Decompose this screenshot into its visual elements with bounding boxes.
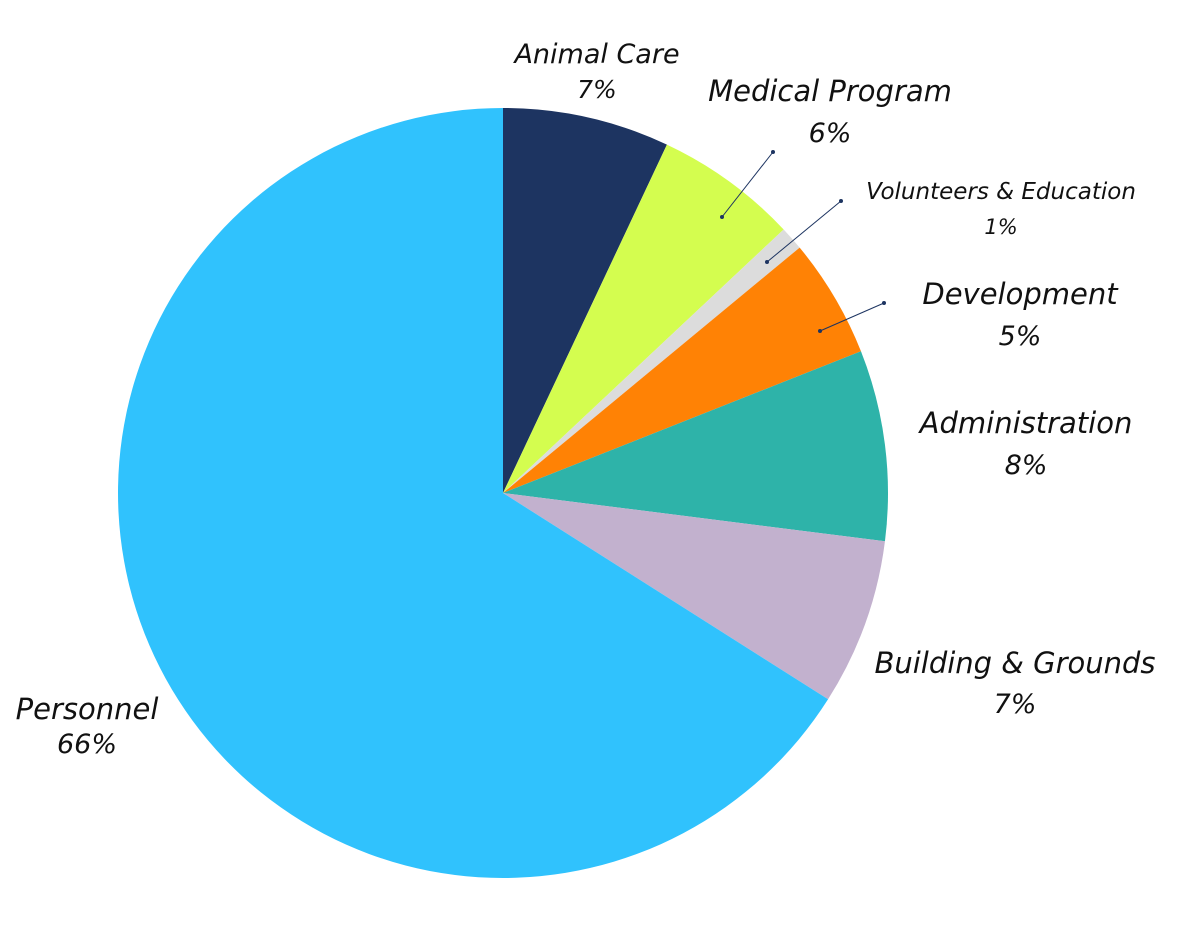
pie-slice-building-and-grounds [503,493,885,700]
leader-line-medical-program [721,151,774,218]
leader-dot-development-end [818,329,822,333]
leader-dot-volunteers-and-education-start [839,199,843,203]
slice-value-development: 5% [999,321,1042,352]
pie-slice-personnel [118,108,829,878]
leader-lines [720,150,886,333]
leader-dot-development-start [882,301,886,305]
slice-value-medical-program: 6% [809,118,852,149]
slice-label-medical-program: Medical Program [708,74,952,108]
slice-value-building-and-grounds: 7% [994,689,1037,720]
leader-dot-medical-program-end [720,215,724,219]
slice-label-animal-care: Animal Care [512,39,679,70]
slice-value-administration: 8% [1005,450,1048,481]
leader-line-development [819,302,885,332]
slice-label-volunteers-and-education: Volunteers & Education [866,179,1136,205]
slice-label-administration: Administration [918,406,1133,440]
pie-slice-administration [503,351,888,542]
slice-value-personnel: 66% [57,729,117,760]
slice-label-development: Development [922,277,1119,311]
slice-labels: Animal Care 7% Medical Program 6% Volunteers… [16,39,1156,760]
slice-label-personnel: Personnel [16,692,159,726]
pie-slices [118,108,888,878]
leader-dot-medical-program-start [771,150,775,154]
pie-slice-development [503,247,861,493]
pie-slice-animal-care [503,108,667,493]
leader-dot-volunteers-and-education-end [765,260,769,264]
slice-value-animal-care: 7% [577,75,617,104]
pie-slice-volunteers-and-education [503,229,800,493]
pie-slice-medical-program [503,144,784,493]
slice-value-volunteers-and-education: 1% [984,215,1017,239]
leader-line-volunteers-and-education [766,200,842,263]
slice-label-building-and-grounds: Building & Grounds [874,646,1155,680]
